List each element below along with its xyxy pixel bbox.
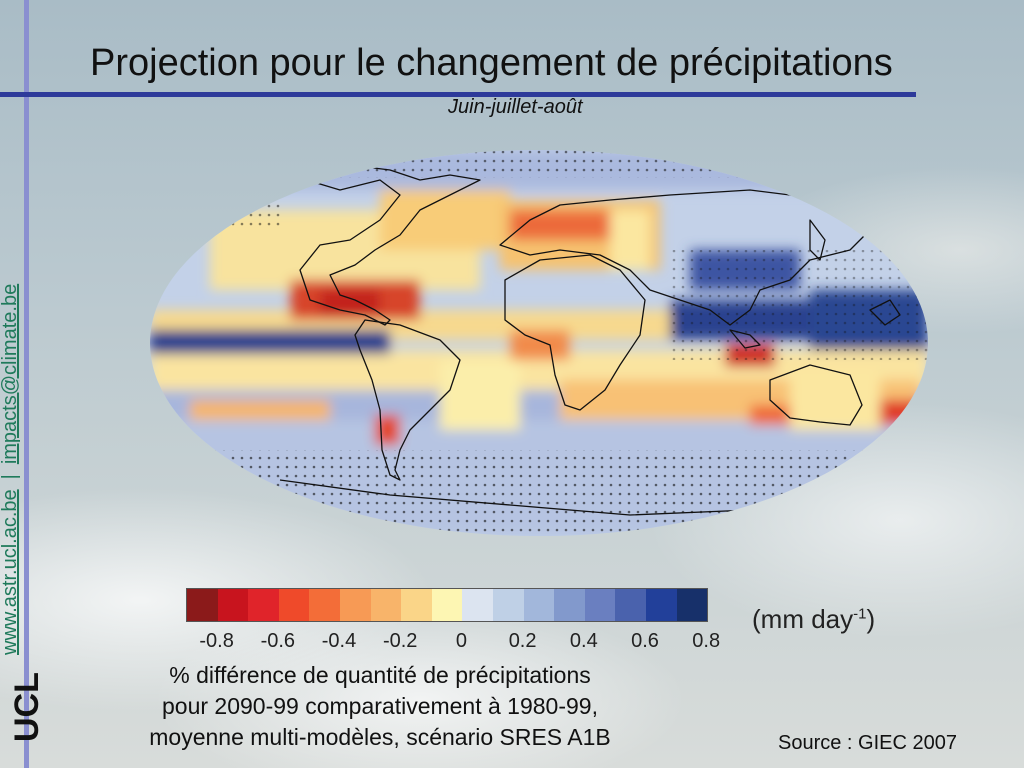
tick-label: 0.2 <box>508 630 537 652</box>
color-swatch <box>431 589 463 621</box>
color-swatch <box>584 589 616 621</box>
color-swatch <box>339 589 371 621</box>
tick-label: -0.2 <box>382 630 418 652</box>
color-swatch <box>370 589 402 621</box>
left-accent-bar <box>24 0 29 768</box>
color-swatch <box>462 589 493 621</box>
sidebar-links: www.astr.ucl.ac.be | impacts@climate.be <box>0 284 25 655</box>
caption-line-1: % différence de quantité de précipitatio… <box>169 662 591 688</box>
figure-caption: % différence de quantité de précipitatio… <box>80 660 680 753</box>
source-note: Source : GIEC 2007 <box>778 732 957 754</box>
tick-label: 0.6 <box>631 630 659 652</box>
slide-subtitle: Juin-juillet-août <box>448 96 583 118</box>
color-swatch <box>187 589 218 621</box>
color-scale-bar <box>186 588 709 622</box>
tick-label: 0 <box>455 630 467 652</box>
tick-label: -0.4 <box>321 630 357 652</box>
link-separator: | <box>0 474 21 480</box>
color-scale-ticks: -0.8 -0.6 -0.4 -0.2 0 0.2 0.4 0.6 0.8 <box>186 630 736 654</box>
unit-close: ) <box>866 604 876 634</box>
color-swatch <box>676 589 708 621</box>
color-scale-unit: (mm day-1) <box>752 604 875 635</box>
slide-title: Projection pour le changement de précipi… <box>90 42 893 84</box>
color-swatch <box>645 589 677 621</box>
color-swatch <box>309 589 340 621</box>
unit-main: (mm day <box>752 604 854 634</box>
precipitation-change-map <box>150 150 928 536</box>
tick-label: -0.6 <box>260 630 296 652</box>
color-swatch <box>615 589 646 621</box>
unit-exponent: -1 <box>853 605 867 623</box>
color-swatch <box>401 589 432 621</box>
color-swatch <box>492 589 524 621</box>
tick-label: 0.4 <box>569 630 598 652</box>
email-link[interactable]: impacts@climate.be <box>0 283 21 465</box>
color-swatch <box>217 589 249 621</box>
ucl-logo: UCL <box>8 672 46 742</box>
caption-line-3: moyenne multi-modèles, scénario SRES A1B <box>149 724 611 750</box>
color-swatch <box>554 589 585 621</box>
tick-label: 0.8 <box>692 630 721 652</box>
color-swatch <box>523 589 555 621</box>
color-swatch <box>248 589 279 621</box>
tick-label: -0.8 <box>199 630 234 652</box>
caption-line-2: pour 2090-99 comparativement à 1980-99, <box>161 693 598 719</box>
color-swatch <box>278 589 310 621</box>
website-link[interactable]: www.astr.ucl.ac.be <box>0 489 21 655</box>
title-underline <box>0 92 916 97</box>
